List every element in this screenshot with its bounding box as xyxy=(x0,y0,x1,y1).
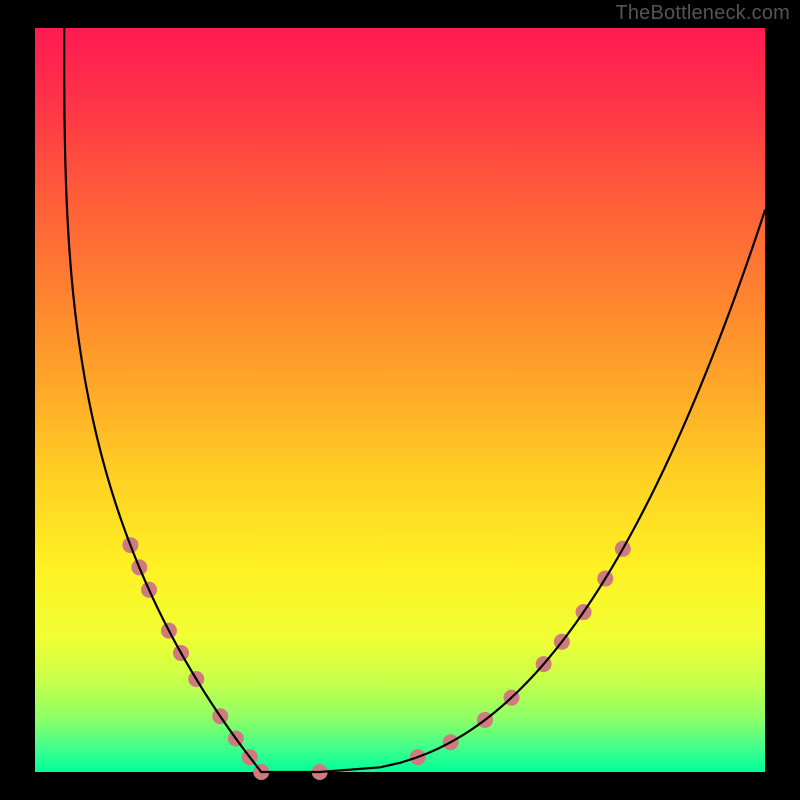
watermark-text: TheBottleneck.com xyxy=(615,2,790,25)
plot-background xyxy=(35,28,765,772)
bottleneck-chart xyxy=(0,0,800,800)
chart-container: { "canvas": { "width": 800, "height": 80… xyxy=(0,0,800,800)
